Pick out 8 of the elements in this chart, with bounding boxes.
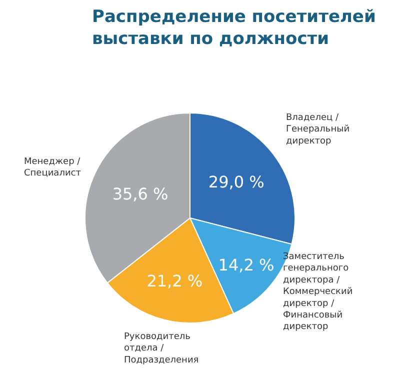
data-label: 21,2 % [146, 272, 203, 291]
data-label: 35,6 % [112, 184, 168, 204]
slice-label: Владелец / Генеральный директор [286, 113, 350, 146]
data-label: 29,0 % [208, 172, 264, 192]
data-label: 14,2 % [218, 256, 274, 275]
slice-label: Руководитель отдела / Подразделения [124, 332, 199, 366]
chart-title: Распределение посетителей выставки по должности [92, 7, 376, 50]
slice-label: Менеджер / Специалист [24, 157, 82, 179]
